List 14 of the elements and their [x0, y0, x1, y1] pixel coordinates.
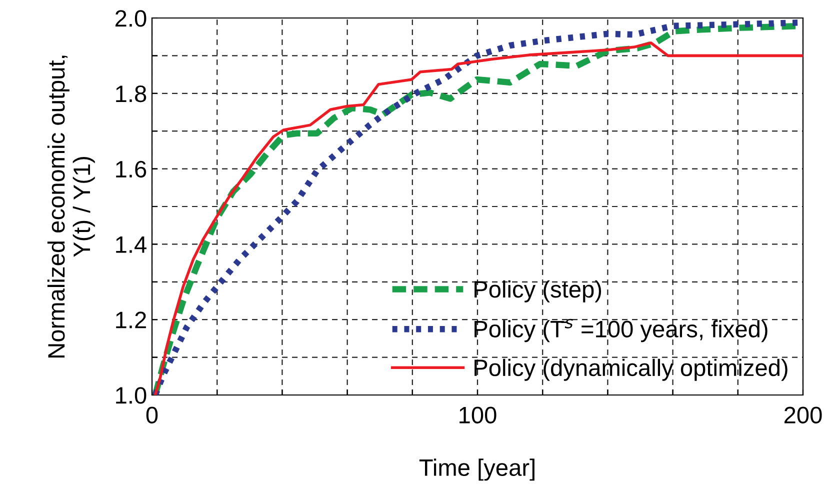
y-tick-label: 1.6 — [116, 160, 146, 178]
x-tick-label: 100 — [460, 406, 496, 424]
x-axis-title: Time [year] — [419, 458, 534, 481]
y-tick-label: 1.0 — [116, 387, 146, 404]
y-tick-label: 1.4 — [116, 236, 146, 253]
legend-label: Policy (dynamically optimized) — [474, 358, 788, 381]
y-tick-label: 1.8 — [116, 85, 146, 102]
y-axis-title: Normalized economic output, Y(t) / Y(1) — [47, 56, 95, 358]
x-tick-label: 200 — [784, 406, 822, 424]
x-tick-label: 0 — [146, 406, 158, 424]
legend-label: Policy (T̄$^{s}$ =100 years, fixed) — [474, 318, 768, 342]
y-tick-label: 1.2 — [116, 312, 146, 328]
y-tick-label: 2.0 — [116, 10, 146, 27]
legend-label: Policy (step) — [474, 280, 602, 302]
